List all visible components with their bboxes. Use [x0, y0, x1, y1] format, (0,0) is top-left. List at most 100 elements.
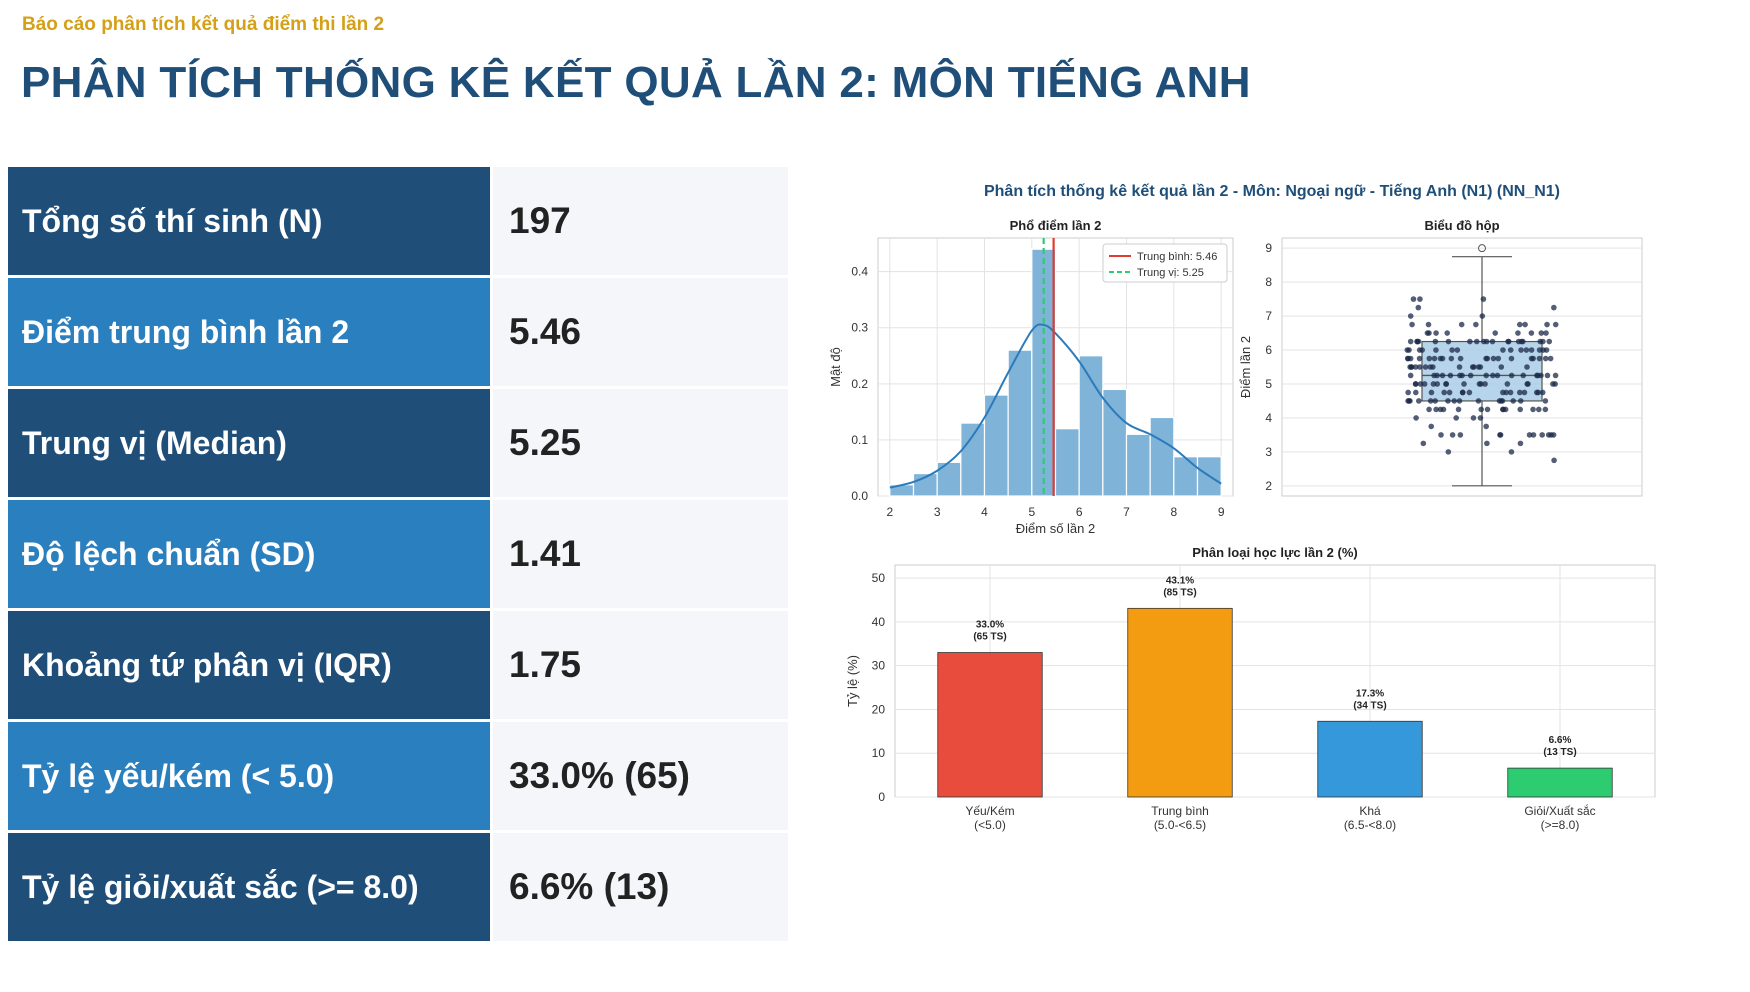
hist-x-tick-label: 9 [1218, 505, 1225, 519]
box-sample-point [1480, 296, 1487, 302]
box-sample-point [1546, 338, 1553, 345]
hist-y-tick-label: 0.1 [851, 433, 868, 447]
box-sample-point [1484, 440, 1490, 447]
hist-bar [1054, 428, 1080, 497]
box-sample-point [1404, 347, 1411, 353]
stat-label: Tỷ lệ yếu/kém (< 5.0) [8, 722, 490, 830]
box-sample-point [1413, 389, 1419, 396]
box-sample-point [1417, 296, 1423, 302]
legend-mean-label: Trung bình: 5.46 [1137, 251, 1217, 263]
box-sample-point [1445, 449, 1452, 455]
box-sample-point [1515, 330, 1521, 336]
box-sample-point [1478, 406, 1485, 413]
box-sample-point [1405, 389, 1411, 396]
hist-x-tick-label: 4 [981, 505, 988, 519]
stat-value: 1.41 [493, 500, 788, 608]
box-sample-point [1534, 389, 1540, 396]
box-sample-point [1445, 398, 1451, 404]
box-sample-point [1434, 372, 1440, 379]
stat-label: Tổng số thí sinh (N) [8, 167, 490, 275]
box-sample-point [1497, 432, 1503, 438]
stat-row-mean: Điểm trung bình lần 2 5.46 [8, 278, 788, 386]
box-sample-point [1483, 372, 1490, 379]
box-sample-point [1433, 330, 1439, 336]
kde-curve [889, 323, 1222, 489]
box-sample-point [1479, 313, 1486, 319]
box-sample-point [1408, 364, 1415, 370]
box-title: Biểu đồ hộp [1424, 218, 1499, 233]
box-sample-point [1420, 440, 1427, 447]
hist-x-tick-label: 5 [1028, 505, 1035, 519]
box-sample-point [1426, 355, 1433, 362]
box-sample-point [1490, 372, 1496, 379]
box-sample-point [1434, 381, 1441, 387]
box-sample-point [1407, 338, 1414, 345]
hist-x-tick-label: 2 [886, 505, 893, 519]
box-sample-point [1446, 389, 1453, 396]
classification-bar [1507, 767, 1613, 798]
box-y-tick-label: 3 [1265, 445, 1272, 459]
hist-x-tick-label: 7 [1123, 505, 1130, 519]
box-y-tick-label: 4 [1265, 411, 1272, 425]
box-sample-point [1507, 347, 1514, 353]
box-sample-point [1416, 355, 1423, 362]
hist-legend-box [1102, 243, 1228, 283]
box-y-tick-label: 9 [1265, 241, 1272, 255]
box-outlier [1478, 244, 1486, 253]
box-sample-point [1407, 313, 1414, 319]
box-sample-point [1528, 347, 1535, 353]
bar-data-label-count: (34 TS) [1353, 700, 1386, 711]
box-sample-point [1530, 432, 1537, 438]
box-sample-point [1542, 406, 1549, 413]
bar-category-range: (5.0-<6.5) [1154, 818, 1206, 832]
box-sample-point [1433, 347, 1439, 353]
box-sample-point [1483, 423, 1489, 430]
bar-category-range: (>=8.0) [1541, 818, 1580, 832]
box-sample-point [1415, 304, 1422, 311]
figure-title: Phân tích thống kê kết quả lần 2 - Môn: … [984, 183, 1560, 200]
page-title: PHÂN TÍCH THỐNG KÊ KẾT QUẢ LẦN 2: MÔN TI… [21, 58, 1251, 107]
bar-data-label-count: (85 TS) [1163, 587, 1196, 598]
box-sample-point [1415, 398, 1422, 404]
stat-row-sd: Độ lệch chuẩn (SD) 1.41 [8, 500, 788, 608]
box-sample-point [1467, 372, 1474, 379]
box-sample-point [1542, 355, 1549, 362]
box-sample-point [1530, 355, 1536, 362]
box-sample-point [1504, 381, 1511, 387]
box-sample-point [1494, 372, 1501, 379]
box-sample-point [1490, 355, 1497, 362]
box-sample-point [1539, 389, 1546, 396]
box-sample-point [1456, 364, 1463, 370]
box-sample-point [1498, 364, 1505, 370]
box-sample-point [1412, 381, 1419, 387]
box-sample-point [1449, 432, 1456, 438]
box-sample-point [1495, 355, 1502, 362]
hist-y-axis-label: Mật độ [828, 347, 843, 387]
hist-y-tick-label: 0.3 [851, 321, 868, 335]
classification-bar [937, 652, 1043, 798]
box-sample-point [1510, 398, 1517, 404]
box-sample-point [1548, 432, 1554, 438]
box-sample-point [1425, 321, 1432, 328]
stat-label: Khoảng tứ phân vị (IQR) [8, 611, 490, 719]
box-y-tick-label: 6 [1265, 343, 1272, 357]
box-sample-point [1517, 440, 1524, 447]
box-sample-point [1543, 330, 1549, 336]
box-sample-point [1500, 347, 1506, 353]
box-sample-point [1433, 406, 1439, 413]
bar-y-tick-label: 40 [872, 615, 886, 629]
stat-label: Điểm trung bình lần 2 [8, 278, 490, 386]
box-sample-point [1516, 321, 1523, 328]
classification-bar [1317, 720, 1423, 798]
box-sample-point [1525, 381, 1531, 387]
stat-row-excellent-rate: Tỷ lệ giỏi/xuất sắc (>= 8.0) 6.6% (13) [8, 833, 788, 941]
box-sample-point [1448, 355, 1455, 362]
bar-data-label-count: (13 TS) [1543, 747, 1576, 758]
box-sample-point [1515, 338, 1522, 345]
box-sample-point [1508, 449, 1515, 455]
bar-category-range: (6.5-<8.0) [1344, 818, 1396, 832]
box-y-tick-label: 8 [1265, 275, 1272, 289]
hist-bar [1173, 456, 1199, 497]
hist-title: Phổ điểm lần 2 [1010, 218, 1102, 233]
box-sample-point [1410, 296, 1417, 302]
